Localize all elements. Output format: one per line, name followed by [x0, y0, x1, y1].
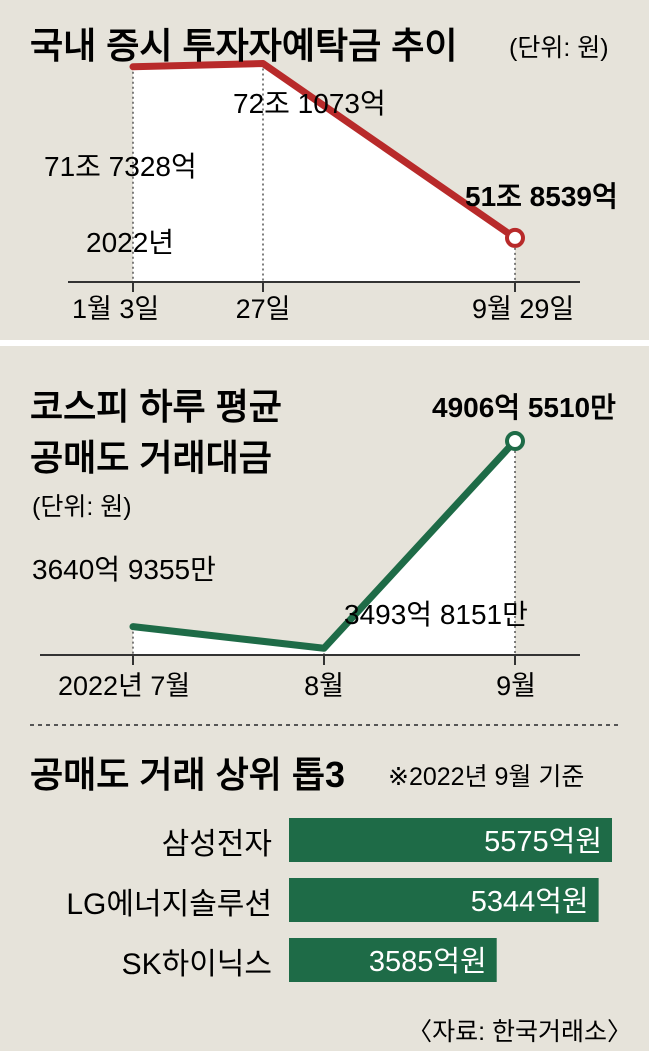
chart3-category-1: LG에너지솔루션 — [66, 888, 272, 921]
chart1-tick-2: 9월 29일 — [472, 294, 574, 324]
chart2-unit: (단위: 원) — [32, 493, 132, 521]
chart2-area-fill — [133, 441, 515, 655]
chart2-label-2: 4906억 5510만 — [432, 392, 616, 423]
source-note: 〈자료: 한국거래소〉 — [407, 1018, 632, 1046]
chart1-label-1: 72조 1073억 — [233, 88, 386, 119]
chart2-end-point — [505, 431, 525, 452]
chart1-title: 국내 증시 투자자예탁금 추이 — [30, 25, 457, 66]
chart2-label-1: 3493억 8151만 — [344, 599, 528, 630]
chart3-bar-label-1: 5344억원 — [471, 886, 589, 918]
chart1-label-2: 51조 8539억 — [465, 181, 618, 212]
chart1-area-fill — [133, 63, 515, 282]
chart2-series-line — [129, 437, 519, 652]
chart2-tick-0: 2022년 7월 — [58, 671, 190, 701]
chart3-bar-label-0: 5575억원 — [484, 826, 602, 858]
chart2-tick-1: 8월 — [304, 671, 344, 701]
chart3-bar-2 — [289, 938, 497, 982]
chart3-title: 공매도 거래 상위 톱3 — [30, 754, 345, 795]
chart1-year-note: 2022년 — [86, 227, 174, 258]
chart3-category-2: SK하이닉스 — [122, 948, 272, 981]
chart2-title: 코스피 하루 평균 — [30, 386, 282, 427]
chart3-bars: 5575억원 5344억원 3585억원 — [289, 818, 612, 982]
chart3-bar-label-2: 3585억원 — [369, 946, 487, 978]
chart3-note: ※2022년 9월 기준 — [388, 763, 584, 791]
chart2-panel — [0, 346, 649, 1051]
chart3-bar-0 — [289, 818, 612, 862]
chart1-unit: (단위: 원) — [509, 34, 609, 62]
chart3-bar-1 — [289, 878, 599, 922]
chart1-end-point — [505, 227, 525, 248]
chart1-plot — [68, 60, 580, 292]
chart1-series-line — [129, 60, 519, 242]
chart3-category-0: 삼성전자 — [162, 828, 272, 861]
chart2-title-line2: 공매도 거래대금 — [30, 437, 272, 478]
chart2-label-0: 3640억 9355만 — [32, 554, 216, 585]
chart1-tick-0: 1월 3일 — [72, 294, 159, 324]
chart2-tick-2: 9월 — [496, 671, 536, 701]
chart2-plot — [40, 431, 580, 665]
chart1-tick-1: 27일 — [236, 294, 291, 324]
chart1-label-0: 71조 7328억 — [44, 151, 197, 182]
